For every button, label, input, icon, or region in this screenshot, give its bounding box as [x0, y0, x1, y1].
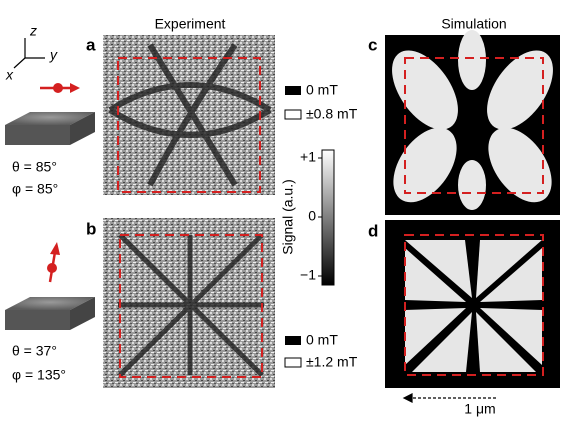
legend-swatch [285, 86, 301, 95]
sample-slab [5, 112, 95, 145]
axis-label: z [29, 23, 37, 39]
coordinate-axes [13, 38, 45, 69]
column-title: Simulation [441, 16, 506, 32]
magnetization-arrow [47, 242, 60, 283]
panel-label: a [86, 35, 96, 54]
colorbar-tick-label: 0 [308, 208, 316, 224]
experiment-image [103, 218, 275, 388]
legend-swatch [285, 336, 301, 345]
panel-label: d [368, 221, 378, 240]
sample-slab [5, 297, 95, 330]
colorbar-ticks [318, 157, 322, 277]
legend-label: 0 mT [306, 82, 338, 98]
column-title: Experiment [155, 16, 226, 32]
colorbar [321, 149, 335, 286]
angle-label: φ = 135° [12, 367, 66, 383]
panel-label: b [86, 219, 96, 238]
panel-label: c [368, 35, 377, 54]
colorbar-tick-label: −1 [300, 267, 316, 283]
magnetization-arrow [40, 83, 80, 93]
legend-swatch [284, 109, 302, 120]
legend-swatch [284, 357, 302, 368]
colorbar-label: Signal (a.u.) [280, 179, 296, 254]
axis-label: x [5, 67, 14, 83]
scale-bar [402, 393, 498, 403]
angle-label: θ = 37° [12, 343, 57, 359]
axis-label: y [49, 47, 58, 63]
legend-label: 0 mT [306, 332, 338, 348]
angle-label: φ = 85° [12, 181, 58, 197]
legend-label: ±1.2 mT [306, 354, 358, 370]
experiment-image [103, 35, 275, 195]
simulation-image [385, 220, 560, 388]
legend-label: ±0.8 mT [306, 106, 358, 122]
scale-bar-label: 1 μm [464, 401, 495, 417]
colorbar-tick-label: +1 [300, 149, 316, 165]
angle-label: θ = 85° [12, 159, 57, 175]
simulation-image [385, 30, 560, 215]
